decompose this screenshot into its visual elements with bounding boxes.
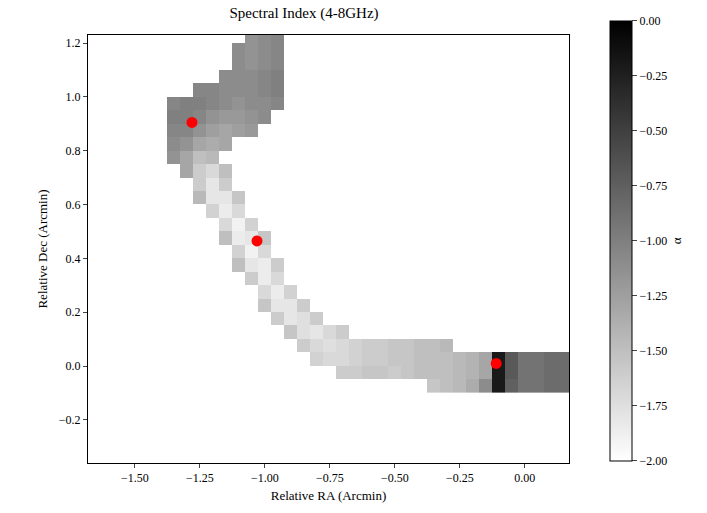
- svg-text:−0.50: −0.50: [381, 471, 409, 485]
- svg-text:−1.25: −1.25: [639, 289, 667, 303]
- svg-text:0.00: 0.00: [514, 471, 535, 485]
- svg-text:−0.25: −0.25: [446, 471, 474, 485]
- svg-text:0.6: 0.6: [66, 198, 81, 212]
- svg-text:−1.50: −1.50: [639, 344, 667, 358]
- svg-text:−0.75: −0.75: [316, 471, 344, 485]
- svg-text:0.8: 0.8: [66, 144, 81, 158]
- svg-text:−1.00: −1.00: [639, 234, 667, 248]
- svg-text:−1.25: −1.25: [186, 471, 214, 485]
- svg-text:0.0: 0.0: [66, 359, 81, 373]
- svg-text:−0.25: −0.25: [639, 69, 667, 83]
- svg-text:0.4: 0.4: [66, 252, 81, 266]
- svg-text:Relative Dec (Arcmin): Relative Dec (Arcmin): [35, 189, 50, 308]
- svg-text:Relative RA (Arcmin): Relative RA (Arcmin): [271, 488, 387, 503]
- svg-text:Spectral Index (4-8GHz): Spectral Index (4-8GHz): [229, 5, 378, 22]
- svg-text:−0.50: −0.50: [639, 124, 667, 138]
- svg-text:0.00: 0.00: [639, 14, 660, 28]
- svg-text:1.2: 1.2: [66, 36, 81, 50]
- svg-text:α: α: [669, 237, 684, 244]
- svg-text:−1.50: −1.50: [121, 471, 149, 485]
- svg-text:−1.75: −1.75: [639, 399, 667, 413]
- svg-text:−1.00: −1.00: [251, 471, 279, 485]
- svg-text:−0.75: −0.75: [639, 179, 667, 193]
- svg-text:−2.00: −2.00: [639, 454, 667, 468]
- svg-text:−0.2: −0.2: [59, 413, 81, 427]
- svg-text:1.0: 1.0: [66, 90, 81, 104]
- svg-text:0.2: 0.2: [66, 305, 81, 319]
